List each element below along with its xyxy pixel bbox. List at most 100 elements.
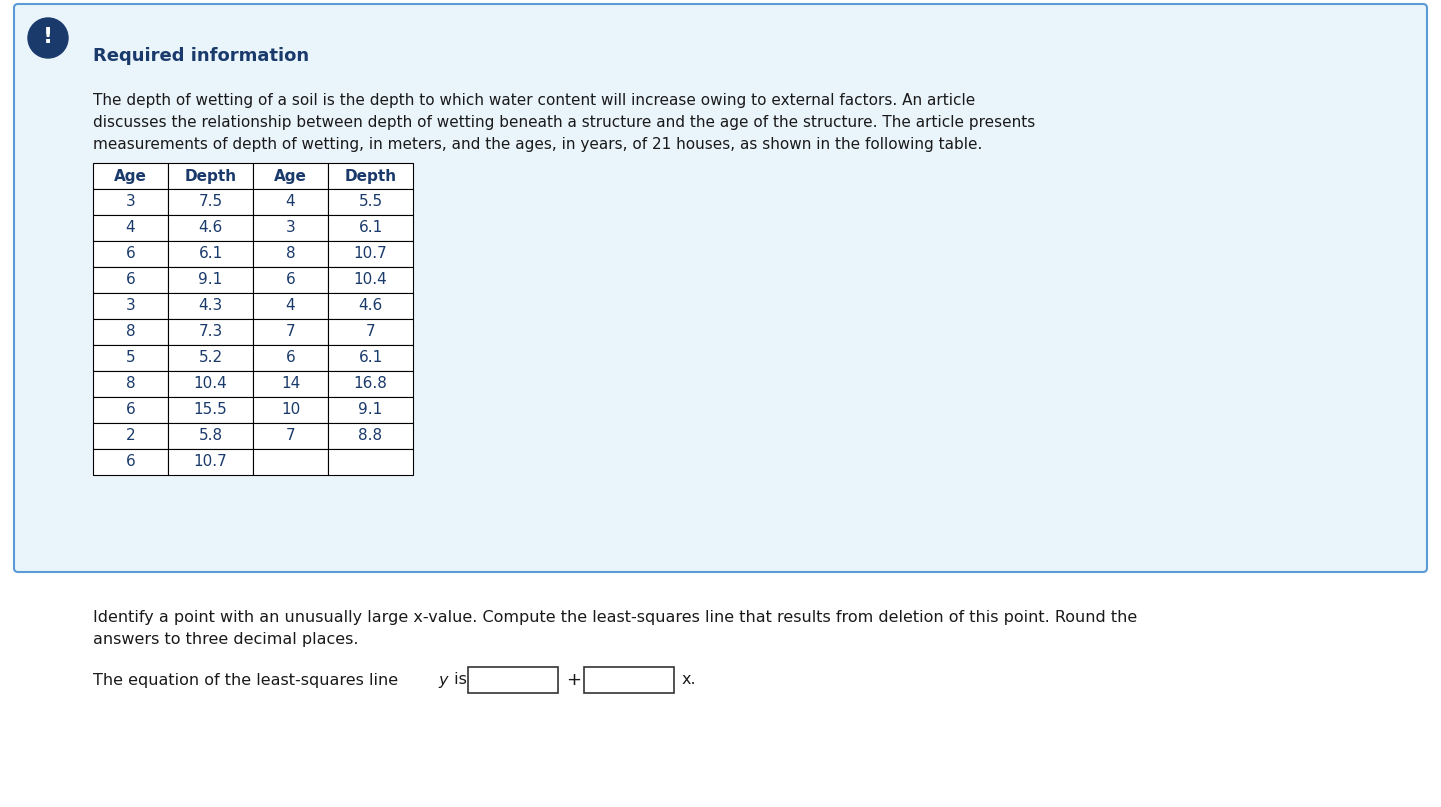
- Text: 9.1: 9.1: [359, 403, 383, 417]
- Bar: [94, 215, 169, 241]
- Text: 6.1: 6.1: [359, 220, 383, 236]
- Text: 10.7: 10.7: [193, 454, 228, 470]
- Text: 6: 6: [125, 403, 135, 417]
- Text: 6.1: 6.1: [199, 246, 222, 261]
- Text: 8: 8: [125, 377, 135, 391]
- Bar: [94, 267, 169, 293]
- Bar: [329, 163, 414, 189]
- Bar: [169, 423, 254, 449]
- Bar: [169, 215, 254, 241]
- Bar: [169, 293, 254, 319]
- Bar: [329, 449, 414, 475]
- Text: 8: 8: [285, 246, 295, 261]
- Text: 14: 14: [281, 377, 300, 391]
- Bar: [94, 241, 169, 267]
- Text: 8: 8: [125, 324, 135, 340]
- Bar: [169, 163, 254, 189]
- Bar: [169, 241, 254, 267]
- Bar: [169, 319, 254, 345]
- Bar: [94, 397, 169, 423]
- Text: 3: 3: [125, 299, 135, 313]
- Circle shape: [27, 18, 68, 58]
- Bar: [94, 423, 169, 449]
- Text: 4: 4: [285, 299, 295, 313]
- Bar: [94, 449, 169, 475]
- Bar: [254, 397, 329, 423]
- Bar: [329, 189, 414, 215]
- Text: The equation of the least-squares line: The equation of the least-squares line: [94, 672, 403, 688]
- Text: x.: x.: [682, 672, 696, 688]
- Text: 4.6: 4.6: [359, 299, 383, 313]
- Text: 5.8: 5.8: [199, 429, 222, 444]
- Bar: [254, 241, 329, 267]
- Text: 7: 7: [285, 429, 295, 444]
- Text: measurements of depth of wetting, in meters, and the ages, in years, of 21 house: measurements of depth of wetting, in met…: [94, 137, 983, 152]
- Text: 10.4: 10.4: [353, 273, 388, 287]
- Bar: [329, 319, 414, 345]
- Text: 10: 10: [281, 403, 300, 417]
- Text: is: is: [450, 672, 467, 688]
- Bar: [329, 345, 414, 371]
- Text: 9.1: 9.1: [199, 273, 222, 287]
- Bar: [169, 371, 254, 397]
- Bar: [254, 293, 329, 319]
- Text: 8.8: 8.8: [359, 429, 382, 444]
- Bar: [94, 163, 169, 189]
- Bar: [584, 667, 674, 693]
- Text: 2: 2: [125, 429, 135, 444]
- Bar: [254, 189, 329, 215]
- Text: answers to three decimal places.: answers to three decimal places.: [94, 632, 359, 647]
- Text: 4: 4: [125, 220, 135, 236]
- Bar: [169, 345, 254, 371]
- Text: 3: 3: [285, 220, 295, 236]
- Text: 5: 5: [125, 350, 135, 366]
- Text: 15.5: 15.5: [193, 403, 228, 417]
- Text: 6: 6: [125, 246, 135, 261]
- Bar: [94, 189, 169, 215]
- Text: 7.5: 7.5: [199, 194, 222, 210]
- Bar: [329, 371, 414, 397]
- Text: 5.5: 5.5: [359, 194, 382, 210]
- Bar: [254, 371, 329, 397]
- Text: 10.4: 10.4: [193, 377, 228, 391]
- Bar: [254, 215, 329, 241]
- Text: Depth: Depth: [344, 169, 396, 183]
- Text: 6: 6: [285, 273, 295, 287]
- Text: 4: 4: [285, 194, 295, 210]
- Text: The depth of wetting of a soil is the depth to which water content will increase: The depth of wetting of a soil is the de…: [94, 93, 976, 108]
- Text: Required information: Required information: [94, 47, 310, 65]
- Bar: [254, 267, 329, 293]
- Bar: [94, 319, 169, 345]
- Bar: [169, 449, 254, 475]
- Bar: [94, 371, 169, 397]
- Bar: [329, 423, 414, 449]
- Bar: [169, 397, 254, 423]
- Bar: [468, 667, 558, 693]
- Text: 7: 7: [285, 324, 295, 340]
- Text: 6.1: 6.1: [359, 350, 383, 366]
- Bar: [329, 397, 414, 423]
- Bar: [169, 189, 254, 215]
- Bar: [94, 293, 169, 319]
- Text: 7.3: 7.3: [199, 324, 222, 340]
- Text: Depth: Depth: [184, 169, 236, 183]
- Text: 5.2: 5.2: [199, 350, 222, 366]
- Text: Identify a point with an unusually large x-value. Compute the least-squares line: Identify a point with an unusually large…: [94, 610, 1137, 625]
- Bar: [169, 267, 254, 293]
- Text: discusses the relationship between depth of wetting beneath a structure and the : discusses the relationship between depth…: [94, 115, 1035, 130]
- Text: +: +: [566, 671, 581, 689]
- Text: 6: 6: [125, 454, 135, 470]
- Text: Age: Age: [274, 169, 307, 183]
- FancyBboxPatch shape: [14, 4, 1427, 572]
- Bar: [94, 345, 169, 371]
- Text: 10.7: 10.7: [353, 246, 388, 261]
- Text: 16.8: 16.8: [353, 377, 388, 391]
- Bar: [254, 345, 329, 371]
- Bar: [329, 215, 414, 241]
- Text: 4.6: 4.6: [199, 220, 222, 236]
- Text: 4.3: 4.3: [199, 299, 222, 313]
- Bar: [254, 423, 329, 449]
- Bar: [254, 449, 329, 475]
- Text: !: !: [43, 27, 53, 47]
- Bar: [329, 267, 414, 293]
